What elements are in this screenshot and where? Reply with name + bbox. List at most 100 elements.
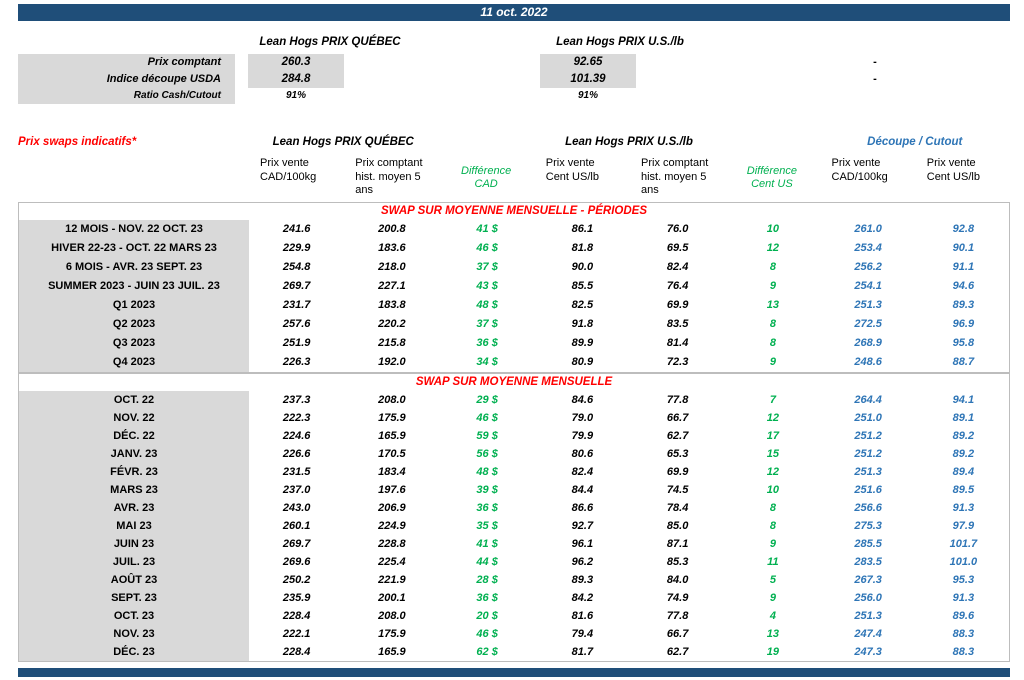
swaps-title: Prix swaps indicatifs* (18, 136, 137, 148)
cell-qc-hist: 215.8 (378, 337, 406, 349)
cell-qc-hist: 183.8 (378, 299, 406, 311)
spot-us-header: Lean Hogs PRIX U.S./lb (556, 36, 684, 48)
cell-cutout-cad: 267.3 (854, 574, 882, 586)
cell-us-sell: 79.9 (571, 430, 594, 442)
cell-us-hist: 85.0 (666, 520, 689, 532)
cell-cutout-cad: 275.3 (854, 520, 882, 532)
cell-qc-hist: 183.6 (378, 242, 406, 254)
row-label: Q4 2023 (19, 353, 249, 372)
cell-qc-diff: 44 $ (476, 556, 498, 568)
cell-qc-hist: 228.8 (378, 538, 406, 550)
cell-us-diff: 9 (769, 356, 776, 368)
cell-cutout-us: 89.2 (952, 448, 975, 460)
cell-qc-hist: 165.9 (378, 646, 406, 658)
cell-us-sell: 84.6 (571, 394, 594, 406)
cell-qc-diff: 29 $ (476, 394, 498, 406)
cell-us-sell: 92.7 (571, 520, 594, 532)
cell-us-diff: 10 (766, 484, 779, 496)
row-label: SEPT. 23 (19, 589, 249, 607)
cell-us-sell: 86.1 (571, 223, 594, 235)
cell-us-hist: 69.9 (666, 466, 689, 478)
cell-qc-diff: 36 $ (476, 592, 498, 604)
cell-qc-sell: 222.3 (282, 412, 311, 424)
section-header: SWAP SUR MOYENNE MENSUELLE (415, 376, 613, 388)
group-header-us: Lean Hogs PRIX U.S./lb (565, 136, 693, 148)
swap-sections: SWAP SUR MOYENNE MENSUELLE - PÉRIODES 12 … (18, 202, 1010, 662)
cell-us-hist: 77.8 (666, 394, 689, 406)
cell-cutout-cad: 253.4 (854, 242, 882, 254)
table-row: OCT. 22 237.3 208.0 29 $ 84.6 77.8 7 264.4 94.1 (19, 391, 1009, 409)
table-row: JUIL. 23 269.6 225.4 44 $ 96.2 85.3 11 283.5 101… (19, 553, 1009, 571)
cell-us-diff: 12 (766, 412, 779, 424)
row-label: MARS 23 (19, 481, 249, 499)
cell-qc-sell: 224.6 (282, 430, 311, 442)
cell-us-sell: 81.8 (571, 242, 594, 254)
column-header-qc-diff: Différence CAD (461, 164, 512, 191)
cell-cutout-us: 89.6 (952, 610, 975, 622)
cell-qc-hist: 192.0 (378, 356, 406, 368)
cell-qc-diff: 56 $ (476, 448, 498, 460)
cell-qc-sell: 226.3 (282, 356, 311, 368)
spot-rows: Prix comptant 260.3 92.65- Indice découpe U… (18, 54, 1010, 104)
cell-qc-diff: 46 $ (476, 412, 498, 424)
cell-us-diff: 8 (769, 520, 776, 532)
cell-us-diff: 5 (769, 574, 776, 586)
cell-us-sell: 81.6 (571, 610, 594, 622)
cell-us-sell: 80.6 (571, 448, 594, 460)
group-header-cutout: Découpe / Cutout (867, 136, 963, 148)
table-row: AOÛT 23 250.2 221.9 28 $ 89.3 84.0 5 267.3 95.3 (19, 571, 1009, 589)
cell-qc-sell: 269.6 (282, 556, 311, 568)
group-header-quebec: Lean Hogs PRIX QUÉBEC (272, 136, 414, 148)
row-label: NOV. 23 (19, 625, 249, 643)
table-row: 12 MOIS - NOV. 22 OCT. 23 241.6 200.8 41 $ 8… (19, 220, 1009, 239)
cell-qc-sell: 257.6 (282, 318, 311, 330)
cell-us-diff: 9 (769, 592, 776, 604)
cell-cutout-us: 95.3 (952, 574, 975, 586)
row-label: SUMMER 2023 - JUIN 23 JUIL. 23 (19, 277, 249, 296)
cell-cutout-cad: 251.3 (854, 610, 882, 622)
row-label: FÉVR. 23 (19, 463, 249, 481)
cell-cutout-cad: 251.3 (854, 466, 882, 478)
cell-us-sell: 89.3 (571, 574, 594, 586)
cell-qc-sell: 228.4 (282, 646, 311, 658)
cell-qc-hist: 225.4 (378, 556, 406, 568)
cell-qc-sell: 231.5 (282, 466, 311, 478)
cell-cutout-us: 92.8 (952, 223, 975, 235)
cell-cutout-us: 91.3 (952, 502, 975, 514)
cell-cutout-us: 96.9 (952, 318, 975, 330)
spot-quebec-value: 284.8 (248, 71, 344, 88)
cell-qc-hist: 208.0 (378, 610, 406, 622)
cell-qc-diff: 59 $ (476, 430, 498, 442)
cell-us-diff: 13 (766, 628, 779, 640)
cell-cutout-cad: 272.5 (854, 318, 882, 330)
bottom-banner (18, 668, 1010, 677)
row-label: Q3 2023 (19, 334, 249, 353)
cell-cutout-us: 90.1 (952, 242, 975, 254)
cell-us-sell: 82.5 (571, 299, 594, 311)
cell-qc-diff: 35 $ (476, 520, 498, 532)
cell-us-diff: 10 (766, 223, 779, 235)
swap-section: SWAP SUR MOYENNE MENSUELLE OCT. 22 237.3 20… (18, 373, 1010, 662)
spot-row: Indice découpe USDA 284.8 101.39 - (18, 71, 1010, 88)
cell-qc-diff: 41 $ (476, 538, 498, 550)
cell-qc-hist: 175.9 (378, 412, 406, 424)
cell-us-hist: 72.3 (666, 356, 689, 368)
cell-qc-hist: 221.9 (378, 574, 406, 586)
cell-us-hist: 74.9 (666, 592, 689, 604)
report-date: 11 oct. 2022 (480, 5, 548, 19)
cell-cutout-cad: 251.0 (854, 412, 882, 424)
cell-us-hist: 74.5 (666, 484, 689, 496)
cell-us-diff: 4 (769, 610, 776, 622)
table-row: FÉVR. 23 231.5 183.4 48 $ 82.4 69.9 12 251.3 89.… (19, 463, 1009, 481)
cell-qc-sell: 222.1 (282, 628, 311, 640)
cell-qc-hist: 170.5 (378, 448, 406, 460)
cell-us-sell: 91.8 (571, 318, 594, 330)
row-label: 6 MOIS - AVR. 23 SEPT. 23 (19, 258, 249, 277)
cell-us-hist: 65.3 (666, 448, 689, 460)
cell-qc-sell: 235.9 (282, 592, 311, 604)
cell-qc-diff: 28 $ (476, 574, 498, 586)
row-label: MAI 23 (19, 517, 249, 535)
cell-qc-diff: 36 $ (476, 337, 498, 349)
cell-us-sell: 90.0 (571, 261, 594, 273)
cell-us-hist: 85.3 (666, 556, 689, 568)
